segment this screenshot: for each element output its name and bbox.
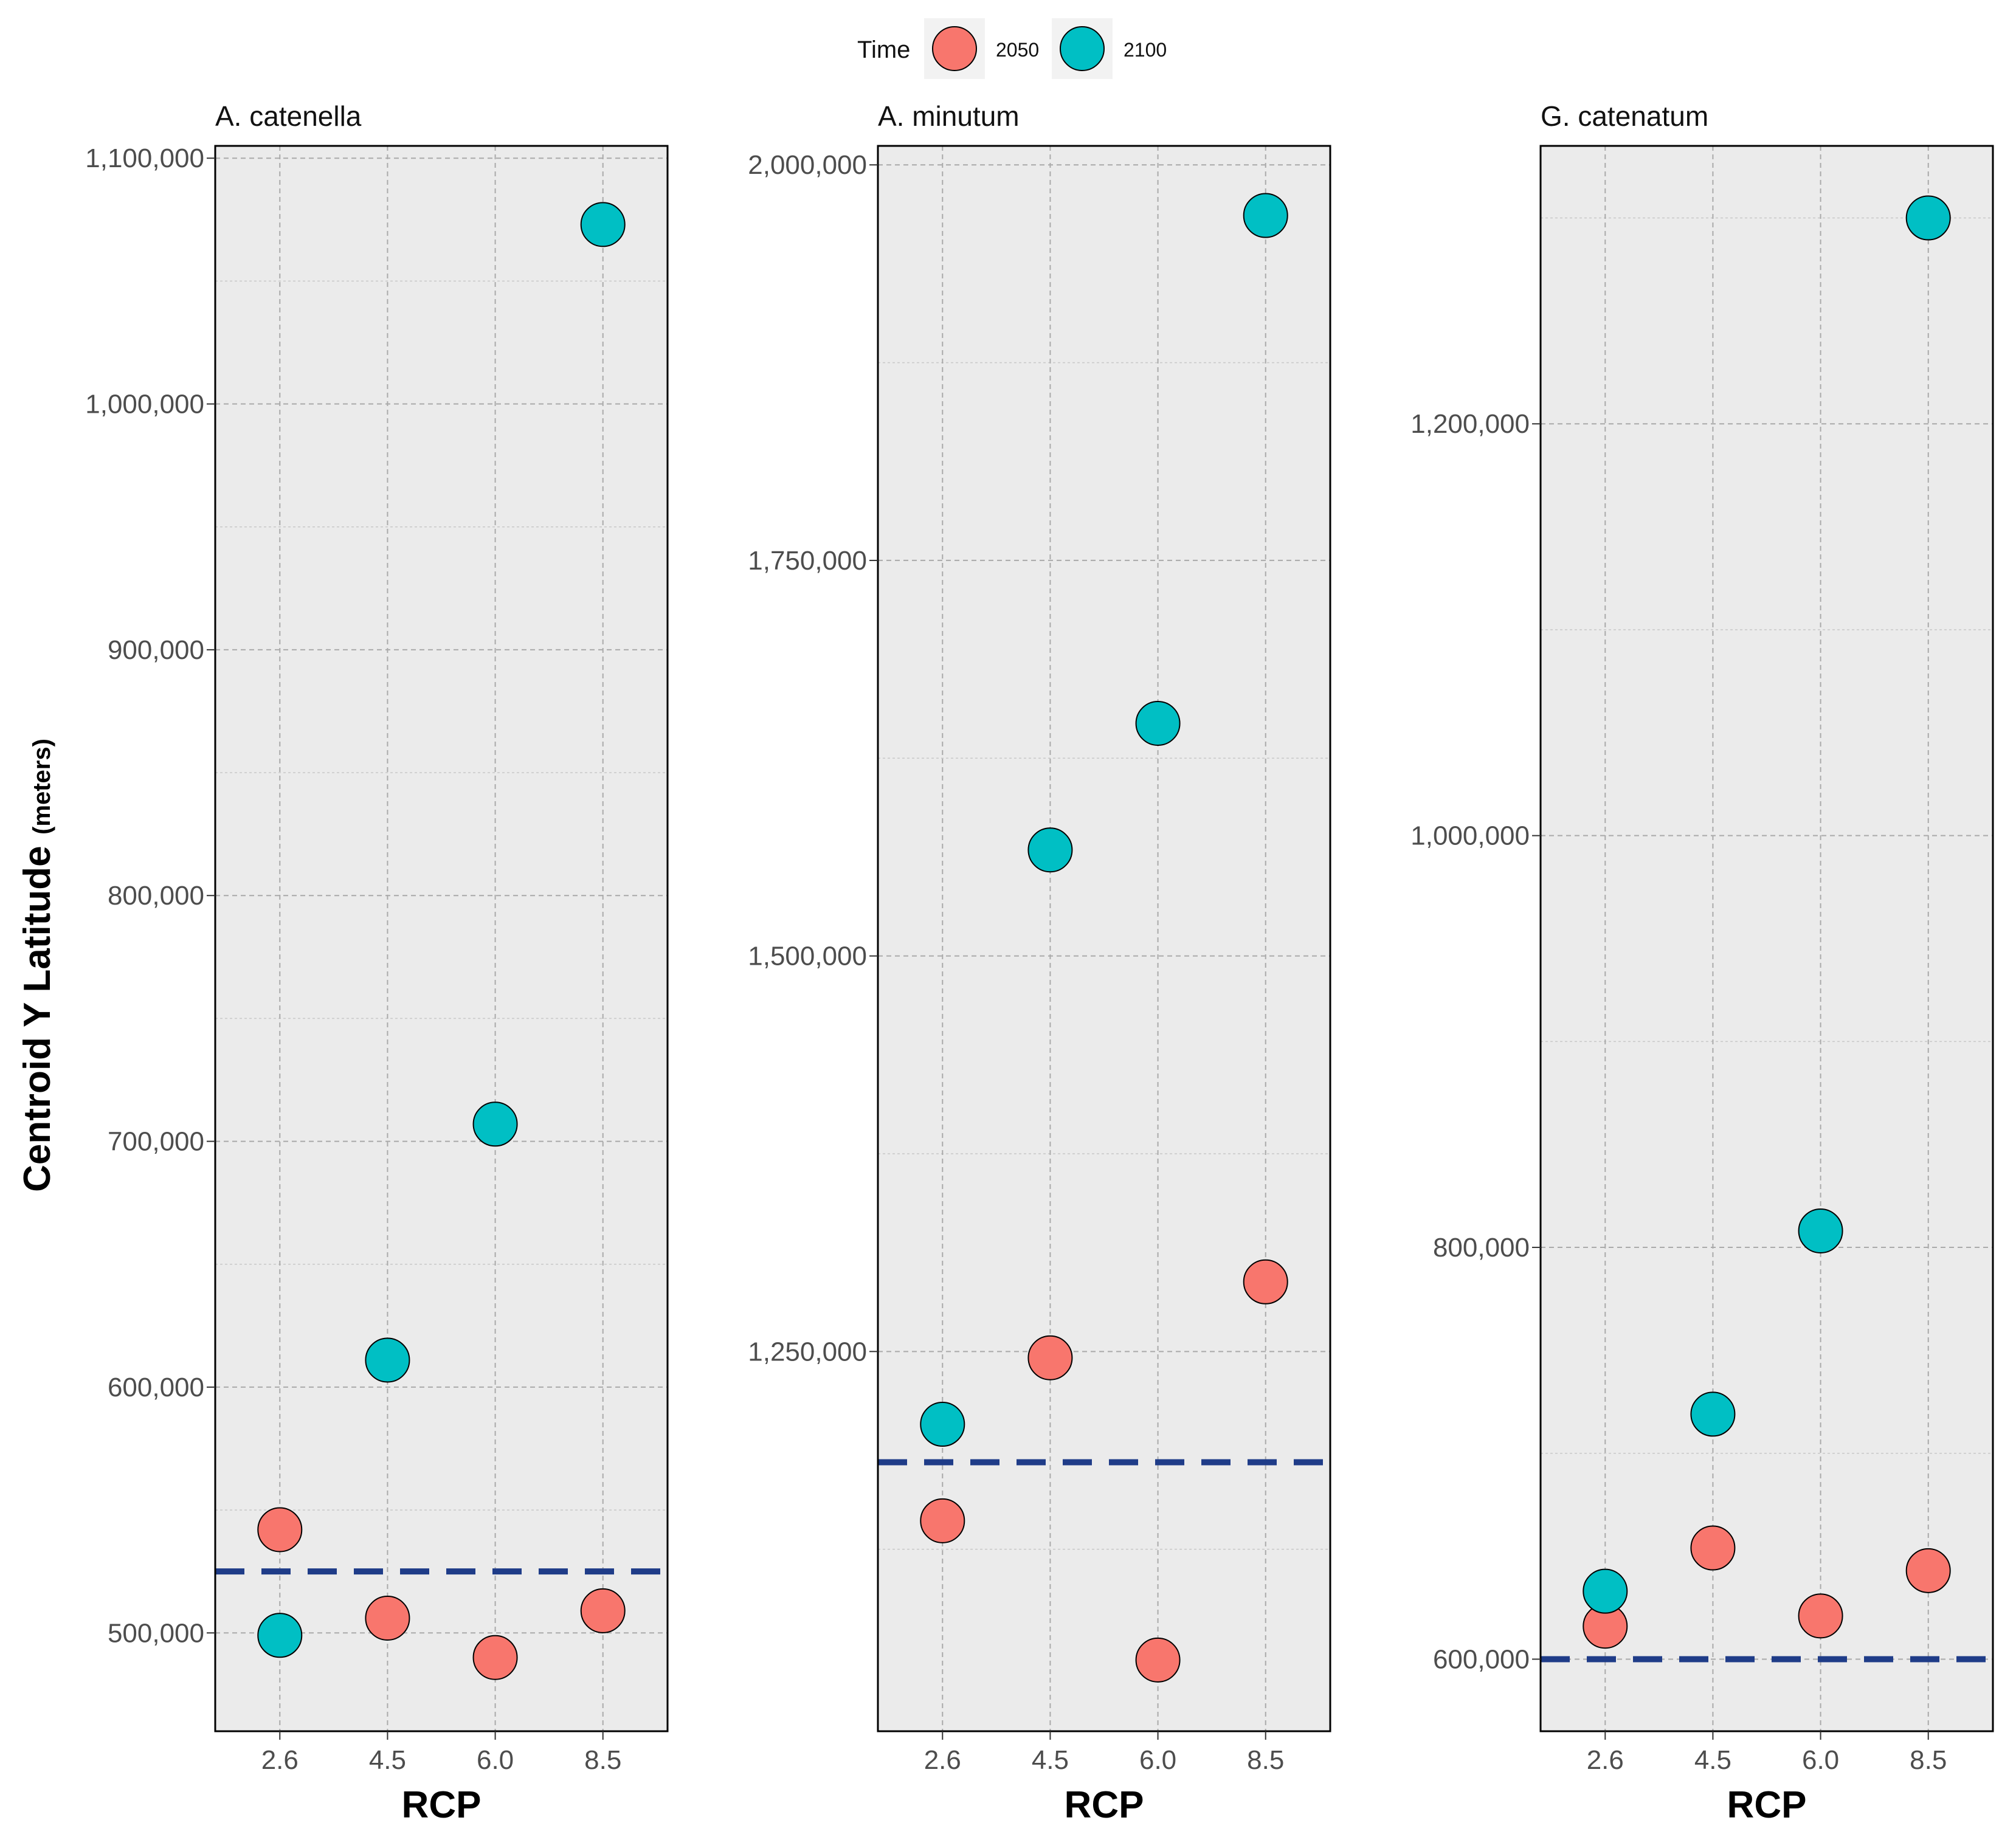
data-points bbox=[920, 193, 1288, 1683]
data-points bbox=[1583, 195, 1951, 1649]
x-tick-label: 2.6 bbox=[261, 1745, 299, 1775]
point-2050-4.5 bbox=[1690, 1525, 1736, 1571]
x-tick-label: 8.5 bbox=[1247, 1745, 1284, 1775]
point-2050-6.0 bbox=[472, 1635, 518, 1680]
point-2100-4.5 bbox=[365, 1337, 410, 1383]
panel-title: G. catenatum bbox=[1541, 100, 1708, 132]
point-2100-6.0 bbox=[1135, 701, 1181, 746]
legend-label-2050: 2050 bbox=[996, 39, 1039, 61]
point-2100-4.5 bbox=[1690, 1391, 1736, 1437]
legend-key-2050 bbox=[932, 26, 977, 71]
point-2100-2.6 bbox=[920, 1402, 965, 1447]
y-axis-title-unit: (meters) bbox=[29, 739, 55, 835]
x-tick-label: 4.5 bbox=[1032, 1745, 1069, 1775]
y-tick-label: 1,200,000 bbox=[1410, 409, 1530, 439]
panel-background bbox=[878, 146, 1330, 1731]
x-tick-label: 4.5 bbox=[1694, 1745, 1731, 1775]
point-2050-8.5 bbox=[1905, 1548, 1951, 1593]
x-tick-label: 6.0 bbox=[1802, 1745, 1839, 1775]
legend: Time 2050 2100 bbox=[857, 18, 1167, 79]
x-ticks: 2.6 4.5 6.0 8.5 bbox=[261, 1731, 621, 1775]
point-2100-8.5 bbox=[1905, 195, 1951, 241]
y-tick-label: 1,250,000 bbox=[748, 1337, 867, 1367]
grid-lines bbox=[215, 146, 668, 1731]
y-ticks: 600,000 800,000 1,000,000 1,200,000 bbox=[1410, 409, 1541, 1674]
svg-text:Centroid Y Latitude (me: Centroid Y Latitude (meters) bbox=[16, 739, 58, 1192]
y-ticks: 1,250,000 1,500,000 1,750,000 2,000,000 bbox=[748, 150, 878, 1367]
legend-key-2100 bbox=[1060, 26, 1105, 71]
point-2100-4.5 bbox=[1027, 827, 1073, 873]
legend-title: Time bbox=[857, 36, 910, 63]
x-axis-title: RCP bbox=[1727, 1784, 1807, 1826]
y-tick-label: 800,000 bbox=[1433, 1233, 1530, 1263]
x-axis-title: RCP bbox=[402, 1784, 482, 1826]
panel-g-catenatum: G. catenatum 600,000 800,000 1,000,000 1,20… bbox=[1410, 100, 1994, 1826]
panel-border bbox=[877, 145, 1331, 1732]
panel-a-minutum: A. minutum 1,250,000 1,500,000 1,750,000 2,… bbox=[748, 100, 1331, 1826]
x-tick-label: 8.5 bbox=[584, 1745, 621, 1775]
point-2050-6.0 bbox=[1135, 1637, 1181, 1683]
point-2100-8.5 bbox=[1243, 193, 1288, 238]
point-2050-8.5 bbox=[580, 1588, 626, 1633]
x-tick-label: 6.0 bbox=[477, 1745, 514, 1775]
y-tick-label: 1,100,000 bbox=[85, 143, 204, 173]
point-2100-6.0 bbox=[472, 1101, 518, 1147]
panel-border bbox=[214, 145, 669, 1732]
x-ticks: 2.6 4.5 6.0 8.5 bbox=[1587, 1731, 1947, 1775]
panel-title: A. catenella bbox=[215, 100, 362, 132]
y-tick-label: 500,000 bbox=[108, 1618, 204, 1648]
point-2050-8.5 bbox=[1243, 1259, 1288, 1305]
x-tick-label: 2.6 bbox=[924, 1745, 961, 1775]
panel-a-catenella: A. catenella 500,000 600,000 700,000 800,00… bbox=[85, 100, 669, 1826]
panel-background bbox=[215, 146, 668, 1731]
y-tick-label: 600,000 bbox=[108, 1373, 204, 1402]
point-2100-2.6 bbox=[1583, 1568, 1628, 1614]
y-tick-label: 800,000 bbox=[108, 881, 204, 911]
point-2100-6.0 bbox=[1798, 1208, 1843, 1253]
x-tick-label: 6.0 bbox=[1139, 1745, 1176, 1775]
grid-lines bbox=[878, 146, 1330, 1731]
data-points bbox=[257, 202, 626, 1680]
y-tick-label: 900,000 bbox=[108, 635, 204, 665]
y-tick-label: 700,000 bbox=[108, 1127, 204, 1157]
point-2100-8.5 bbox=[580, 202, 626, 247]
y-tick-label: 2,000,000 bbox=[748, 150, 867, 180]
panel-background bbox=[1541, 146, 1993, 1731]
x-ticks: 2.6 4.5 6.0 8.5 bbox=[924, 1731, 1284, 1775]
y-tick-label: 1,000,000 bbox=[1410, 821, 1530, 851]
y-axis-title-main: Centroid Y Latitude bbox=[16, 846, 58, 1192]
point-2050-2.6 bbox=[257, 1507, 303, 1553]
point-2050-2.6 bbox=[920, 1498, 965, 1543]
y-tick-label: 1,000,000 bbox=[85, 390, 204, 419]
x-tick-label: 2.6 bbox=[1587, 1745, 1624, 1775]
y-tick-label: 1,750,000 bbox=[748, 546, 867, 576]
point-2050-6.0 bbox=[1798, 1593, 1843, 1639]
y-tick-label: 1,500,000 bbox=[748, 942, 867, 971]
y-ticks: 500,000 600,000 700,000 800,000 900,000 1,000… bbox=[85, 143, 215, 1648]
panel-border bbox=[1539, 145, 1994, 1732]
x-tick-label: 8.5 bbox=[1910, 1745, 1947, 1775]
point-2050-4.5 bbox=[1027, 1335, 1073, 1380]
panel-title: A. minutum bbox=[878, 100, 1020, 132]
y-tick-label: 600,000 bbox=[1433, 1644, 1530, 1674]
x-axis-title: RCP bbox=[1065, 1784, 1144, 1826]
point-2050-4.5 bbox=[365, 1596, 410, 1641]
x-tick-label: 4.5 bbox=[369, 1745, 406, 1775]
point-2100-2.6 bbox=[257, 1613, 303, 1658]
y-axis-title: Centroid Y Latitude (meters) bbox=[16, 739, 58, 1192]
legend-label-2100: 2100 bbox=[1124, 39, 1167, 61]
